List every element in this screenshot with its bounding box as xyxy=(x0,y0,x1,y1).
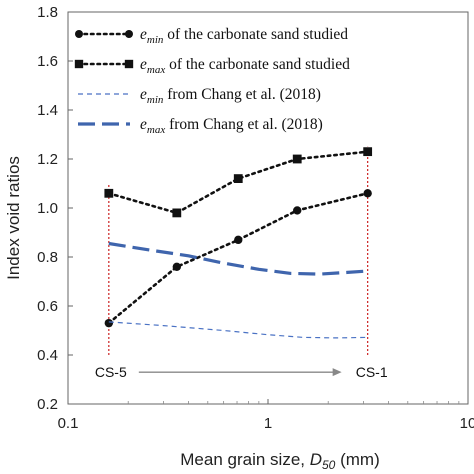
legend-entry-emin_chang: emin from Chang et al. (2018) xyxy=(78,86,321,106)
legend-text-rest: from Chang et al. (2018) xyxy=(163,86,321,103)
annotation-left-label: CS-5 xyxy=(95,364,127,380)
legend-text-rest: of the carbonate sand studied xyxy=(165,56,350,73)
legend-entry-emax_chang: emax from Chang et al. (2018) xyxy=(78,116,323,136)
square-marker xyxy=(124,59,134,69)
y-tick-label: 0.4 xyxy=(37,347,58,364)
y-tick-label: 0.8 xyxy=(37,249,58,266)
series-line-emax_chang xyxy=(108,241,368,276)
legend-label: emin of the carbonate sand studied xyxy=(140,26,348,46)
legend-subscript: min xyxy=(147,34,164,46)
legend-subscript: max xyxy=(147,124,165,136)
x-axis-title-suffix: (mm) xyxy=(335,450,379,469)
legend-label: emax of the carbonate sand studied xyxy=(140,56,350,76)
circle-marker xyxy=(125,30,133,38)
legend-text-rest: from Chang et al. (2018) xyxy=(165,116,323,133)
square-marker xyxy=(363,147,373,157)
circle-marker xyxy=(293,206,302,215)
legend-label: emax from Chang et al. (2018) xyxy=(140,116,323,136)
legend-symbol: e xyxy=(140,86,147,103)
x-tick-label: 10 xyxy=(460,415,474,432)
series-emax_study xyxy=(104,147,373,218)
circle-marker xyxy=(172,262,182,271)
series-emax_chang xyxy=(108,241,368,276)
y-tick-label: 1.4 xyxy=(37,102,58,119)
x-tick-label: 0.1 xyxy=(58,415,79,432)
legend-entry-emin_study: emin of the carbonate sand studied xyxy=(75,26,348,46)
square-marker xyxy=(172,208,182,218)
y-tick-label: 0.6 xyxy=(37,298,58,315)
circle-marker xyxy=(75,30,83,38)
legend-entry-emax_study: emax of the carbonate sand studied xyxy=(74,56,350,76)
y-axis-title: Index void ratios xyxy=(4,156,23,280)
y-tick-label: 1.8 xyxy=(37,4,58,21)
circle-marker xyxy=(234,235,243,245)
series-line-emax_study xyxy=(107,150,370,215)
x-axis-title-prefix: Mean grain size, xyxy=(180,450,309,469)
x-axis-title-subscript: 50 xyxy=(322,458,336,472)
y-tick-label: 1.0 xyxy=(37,200,58,217)
annotations: CS-5 CS-1 xyxy=(95,364,388,380)
x-axis-title: Mean grain size, D50 (mm) xyxy=(180,450,379,472)
legend-label: emin from Chang et al. (2018) xyxy=(140,86,321,106)
square-marker xyxy=(74,59,84,69)
axis-ticks: 0.2 0.4 0.6 0.8 1.0 1.2 1.4 1.6 1.8 0.1 1 10 xyxy=(37,4,474,432)
square-marker xyxy=(233,174,243,183)
x-axis-title-symbol: D xyxy=(310,450,322,469)
annotation-arrow-head xyxy=(332,368,342,377)
circle-marker xyxy=(363,189,372,198)
y-tick-label: 1.6 xyxy=(37,53,58,70)
series-layer xyxy=(104,147,373,339)
square-marker xyxy=(292,154,302,164)
legend-symbol: e xyxy=(140,116,147,133)
series-line-emin_chang xyxy=(108,321,368,339)
legend-subscript: min xyxy=(147,94,164,106)
x-tick-label: 1 xyxy=(264,415,272,432)
series-emin_chang xyxy=(108,321,368,339)
annotation-right-label: CS-1 xyxy=(356,364,388,380)
legend-symbol: e xyxy=(140,26,147,43)
legend-text-rest: of the carbonate sand studied xyxy=(163,26,348,43)
y-tick-label: 1.2 xyxy=(37,151,58,168)
legend-symbol: e xyxy=(140,56,147,73)
series-emin_study xyxy=(104,189,372,328)
legend-subscript: max xyxy=(147,64,165,76)
circle-marker xyxy=(104,318,114,328)
square-marker xyxy=(104,188,114,198)
y-tick-label: 0.2 xyxy=(37,396,58,413)
